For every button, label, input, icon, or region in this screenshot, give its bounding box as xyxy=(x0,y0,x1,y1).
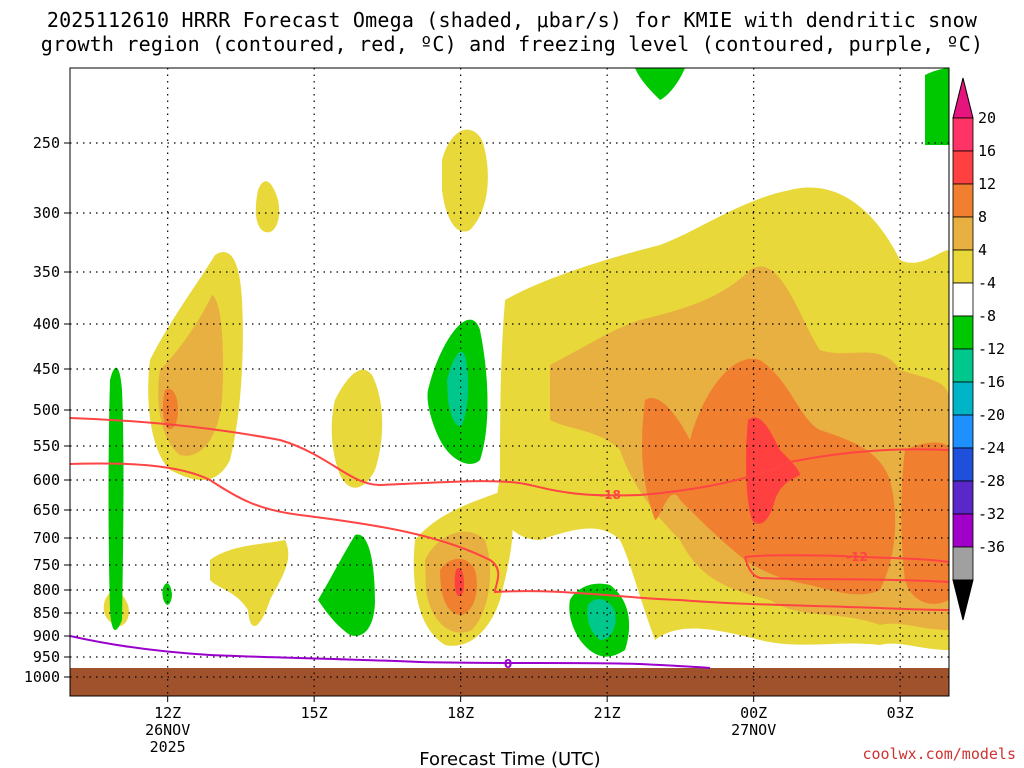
omega-region-lowleft xyxy=(210,540,289,627)
contours xyxy=(70,417,949,669)
freezing-level-contour xyxy=(70,635,711,669)
omega-region-18z-16 xyxy=(454,568,464,597)
dgz-18C-contour xyxy=(70,417,949,497)
omega-region-neg-top xyxy=(635,68,685,100)
colorbar-swatch-12 xyxy=(952,513,974,548)
x-tick-year-12Z: 2025 xyxy=(150,738,186,756)
colorbar-swatch-6 xyxy=(952,315,974,350)
credit-text: coolwx.com/models xyxy=(862,745,1016,763)
omega-region-250 xyxy=(442,129,488,232)
x-tick-date-00Z: 27NOV xyxy=(731,721,776,739)
omega-region-small-300 xyxy=(255,181,280,233)
dgz-12C-contour-lower xyxy=(744,554,949,583)
colorbar-swatch-11 xyxy=(952,480,974,515)
colorbar-swatch-0 xyxy=(952,117,974,152)
colorbar-swatch-1 xyxy=(952,150,974,185)
y-tick-label-550: 550 xyxy=(33,437,60,455)
y-tick-label-700: 700 xyxy=(33,529,60,547)
y-tick-label-450: 450 xyxy=(33,360,60,378)
dgz-12C-contour-upper xyxy=(70,462,949,611)
colorbar-swatch-13 xyxy=(952,546,974,581)
dgz-18C-label: -18 xyxy=(599,488,621,502)
y-tick-label-300: 300 xyxy=(33,204,60,222)
colorbar-swatch-8 xyxy=(952,381,974,416)
colorbar-label-4: 4 xyxy=(978,241,987,259)
y-tick-label-800: 800 xyxy=(33,581,60,599)
y-tick-label-650: 650 xyxy=(33,501,60,519)
colorbar-label-11: -28 xyxy=(978,472,1005,490)
omega-region-left-12 xyxy=(162,388,178,430)
colorbar-label-3: 8 xyxy=(978,208,987,226)
y-axis: 250 300 350 400 450 500 550 600 650 700 750 800 850 9… xyxy=(24,134,70,686)
x-tick-label-12Z: 12Z xyxy=(154,704,181,722)
colorbar-label-9: -20 xyxy=(978,406,1005,424)
y-tick-label-400: 400 xyxy=(33,315,60,333)
y-tick-label-900: 900 xyxy=(33,627,60,645)
y-tick-label-1000: 1000 xyxy=(24,668,60,686)
colorbar-swatch-9 xyxy=(952,414,974,449)
x-tick-label-00Z: 00Z xyxy=(740,704,767,722)
colorbar-swatch-2 xyxy=(952,183,974,218)
x-tick-label-18Z: 18Z xyxy=(447,704,474,722)
x-tick-label-21Z: 21Z xyxy=(594,704,621,722)
y-tick-label-250: 250 xyxy=(33,134,60,152)
y-tick-label-500: 500 xyxy=(33,401,60,419)
chart-title-line2: growth region (contoured, red, ºC) and f… xyxy=(40,32,984,56)
colorbar-label-2: 12 xyxy=(978,175,996,193)
colorbar-top-arrow xyxy=(952,77,974,119)
omega-region-neg-small xyxy=(162,583,172,605)
x-tick-label-03Z: 03Z xyxy=(887,704,914,722)
gridlines xyxy=(70,68,949,696)
colorbar-label-1: 16 xyxy=(978,142,996,160)
plot-frame xyxy=(69,67,950,697)
omega-region-neg-21z-8 xyxy=(587,599,616,640)
ground-area xyxy=(70,668,949,696)
x-tick-label-15Z: 15Z xyxy=(301,704,328,722)
colorbar-label-12: -32 xyxy=(978,505,1005,523)
y-tick-label-850: 850 xyxy=(33,604,60,622)
omega-region-neg-left xyxy=(108,367,124,630)
omega-region-12b xyxy=(901,442,949,604)
colorbar-swatch-7 xyxy=(952,348,974,383)
colorbar-swatch-4 xyxy=(952,249,974,284)
freezing-0C-label: 0 xyxy=(504,657,512,671)
colorbar: 20 16 12 8 4 -4 -8 -12 -16 -20 -24 -28 -32 -36 xyxy=(952,77,1005,621)
chart-title-line1: 2025112610 HRRR Forecast Omega (shaded, … xyxy=(46,8,978,32)
omega-region-neg-15z xyxy=(318,534,375,636)
colorbar-swatch-10 xyxy=(952,447,974,482)
colorbar-label-7: -12 xyxy=(978,340,1005,358)
y-tick-label-950: 950 xyxy=(33,648,60,666)
omega-region-neg-18z-8 xyxy=(447,351,469,426)
colorbar-swatch-3 xyxy=(952,216,974,251)
colorbar-bottom-arrow xyxy=(952,579,974,621)
omega-region-neg-topright xyxy=(925,68,949,145)
dgz-12C-label: -12 xyxy=(846,550,868,564)
y-tick-label-350: 350 xyxy=(33,263,60,281)
omega-shading xyxy=(103,68,949,657)
chart-title: 2025112610 HRRR Forecast Omega (shaded, … xyxy=(0,8,1024,56)
x-axis-label: Forecast Time (UTC) xyxy=(419,749,600,768)
colorbar-swatch-5 xyxy=(952,282,974,317)
omega-region-450 xyxy=(331,369,383,488)
colorbar-label-5: -4 xyxy=(978,274,996,292)
colorbar-label-10: -24 xyxy=(978,439,1005,457)
colorbar-label-8: -16 xyxy=(978,373,1005,391)
x-tick-date-12Z: 26NOV xyxy=(145,721,190,739)
colorbar-label-0: 20 xyxy=(978,109,996,127)
colorbar-label-6: -8 xyxy=(978,307,996,325)
y-tick-label-750: 750 xyxy=(33,556,60,574)
omega-region-16 xyxy=(746,417,800,524)
y-tick-label-600: 600 xyxy=(33,471,60,489)
colorbar-label-13: -36 xyxy=(978,538,1005,556)
